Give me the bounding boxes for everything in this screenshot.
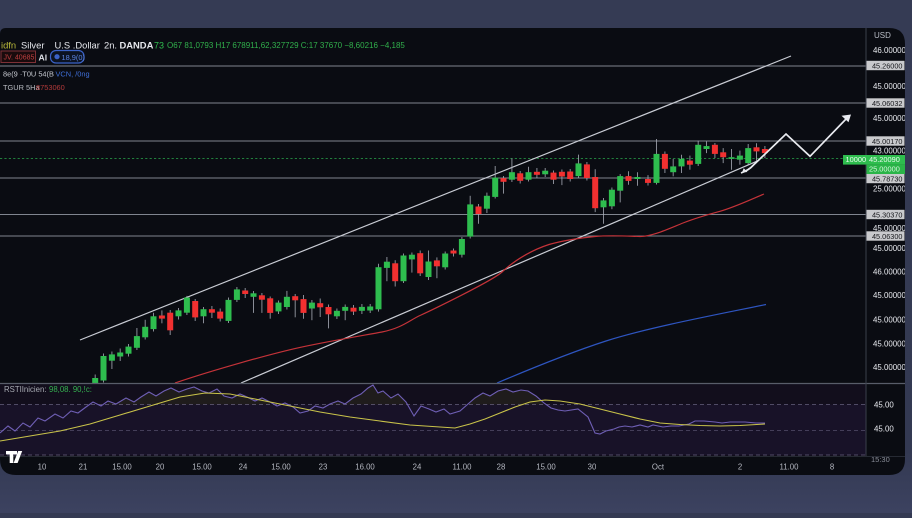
- svg-text:Silver: Silver: [21, 40, 44, 51]
- svg-text:20: 20: [156, 463, 165, 472]
- svg-text:45.00: 45.00: [874, 401, 894, 410]
- svg-text:45.00: 45.00: [874, 425, 894, 434]
- svg-text:18,9(0): 18,9(0): [62, 53, 85, 62]
- svg-text:2: 2: [738, 463, 742, 472]
- svg-text:43.00000: 43.00000: [873, 147, 907, 156]
- svg-text:15.00: 15.00: [112, 463, 132, 472]
- svg-text:11.00: 11.00: [453, 463, 473, 472]
- svg-text:TGUR 5Ha: TGUR 5Ha: [3, 83, 40, 92]
- svg-text:73: 73: [154, 41, 164, 51]
- svg-text:45.00000: 45.00000: [873, 340, 907, 349]
- svg-text:98,08. 90,!c:: 98,08. 90,!c:: [49, 385, 92, 394]
- svg-text:16.00: 16.00: [355, 463, 375, 472]
- svg-text:2n.: 2n.: [104, 40, 117, 51]
- svg-text:15.00: 15.00: [192, 463, 212, 472]
- svg-text:VCN, /0ng: VCN, /0ng: [56, 70, 90, 79]
- svg-text:45.00000: 45.00000: [873, 316, 907, 325]
- svg-text:8e(9 ·T0U 54(B: 8e(9 ·T0U 54(B: [3, 70, 54, 79]
- svg-text:45.06032: 45.06032: [872, 99, 902, 108]
- svg-text:15.00: 15.00: [271, 463, 291, 472]
- svg-text:8753060: 8753060: [36, 83, 65, 92]
- svg-text:10000: 10000: [846, 155, 867, 164]
- svg-text:45.00000: 45.00000: [873, 224, 907, 233]
- svg-text:O67 81,0793 H17 678911,62,327: O67 81,0793 H17 678911,62,327729 C:17 37…: [167, 41, 405, 50]
- svg-text:15:30: 15:30: [871, 455, 890, 464]
- svg-text:25.00000: 25.00000: [869, 165, 900, 174]
- svg-text:46.00000: 46.00000: [873, 46, 907, 55]
- svg-text:45.00170: 45.00170: [872, 137, 902, 146]
- svg-text:USD: USD: [874, 31, 891, 40]
- svg-text:idfn: idfn: [1, 40, 16, 51]
- svg-text:45.00000: 45.00000: [873, 114, 907, 123]
- svg-text:30: 30: [588, 463, 597, 472]
- svg-text:45.26000: 45.26000: [872, 62, 902, 71]
- svg-text:25.00000: 25.00000: [873, 185, 907, 194]
- svg-text:45.00000: 45.00000: [873, 363, 907, 372]
- svg-text:45.00000: 45.00000: [873, 291, 907, 300]
- svg-text:21: 21: [79, 463, 88, 472]
- svg-text:Al: Al: [39, 53, 48, 63]
- svg-text:24: 24: [413, 463, 422, 472]
- svg-text:Oct: Oct: [652, 463, 665, 472]
- svg-text:45.30370: 45.30370: [872, 211, 902, 220]
- svg-text:15.00: 15.00: [536, 463, 556, 472]
- svg-text:45.00000: 45.00000: [873, 244, 907, 253]
- svg-text:23: 23: [319, 463, 328, 472]
- svg-text:45.20090: 45.20090: [869, 155, 900, 164]
- svg-text:JV. 40685: JV. 40685: [4, 55, 35, 62]
- svg-text:8: 8: [830, 463, 834, 472]
- svg-text:DANDA: DANDA: [120, 40, 154, 51]
- svg-text:11.00: 11.00: [780, 463, 800, 472]
- svg-text:U.S .Dollar: U.S .Dollar: [55, 40, 100, 51]
- svg-text:45.00000: 45.00000: [873, 82, 907, 91]
- svg-text:45.06300: 45.06300: [872, 232, 902, 241]
- svg-text:24: 24: [239, 463, 248, 472]
- svg-text:46.00000: 46.00000: [873, 268, 907, 277]
- svg-text:10: 10: [38, 463, 47, 472]
- svg-text:45.78730: 45.78730: [872, 175, 902, 184]
- svg-text:28: 28: [497, 463, 506, 472]
- svg-text:RSTIInicien:: RSTIInicien:: [4, 385, 46, 394]
